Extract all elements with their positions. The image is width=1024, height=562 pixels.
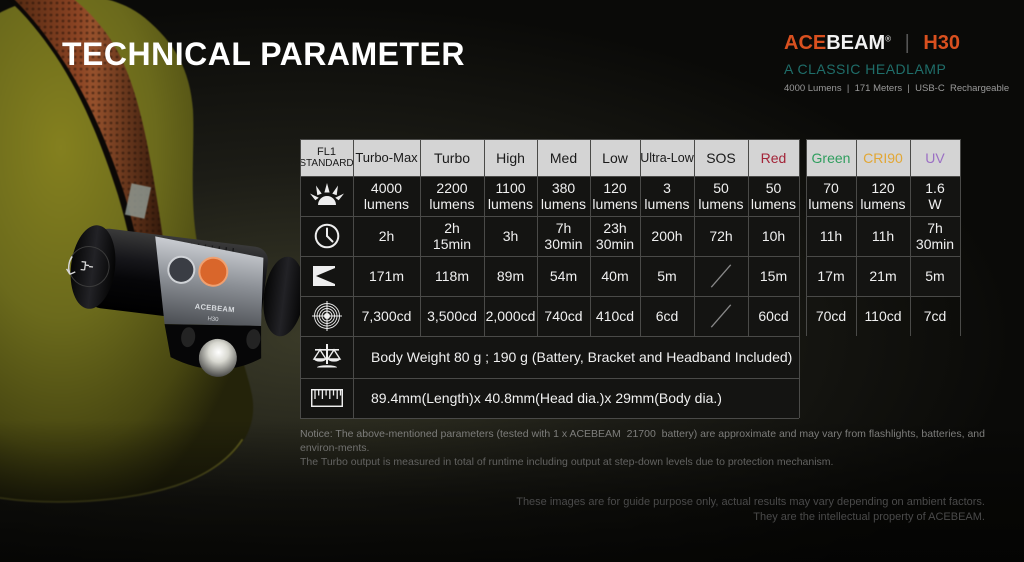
svg-text:H30: H30 (207, 316, 219, 323)
